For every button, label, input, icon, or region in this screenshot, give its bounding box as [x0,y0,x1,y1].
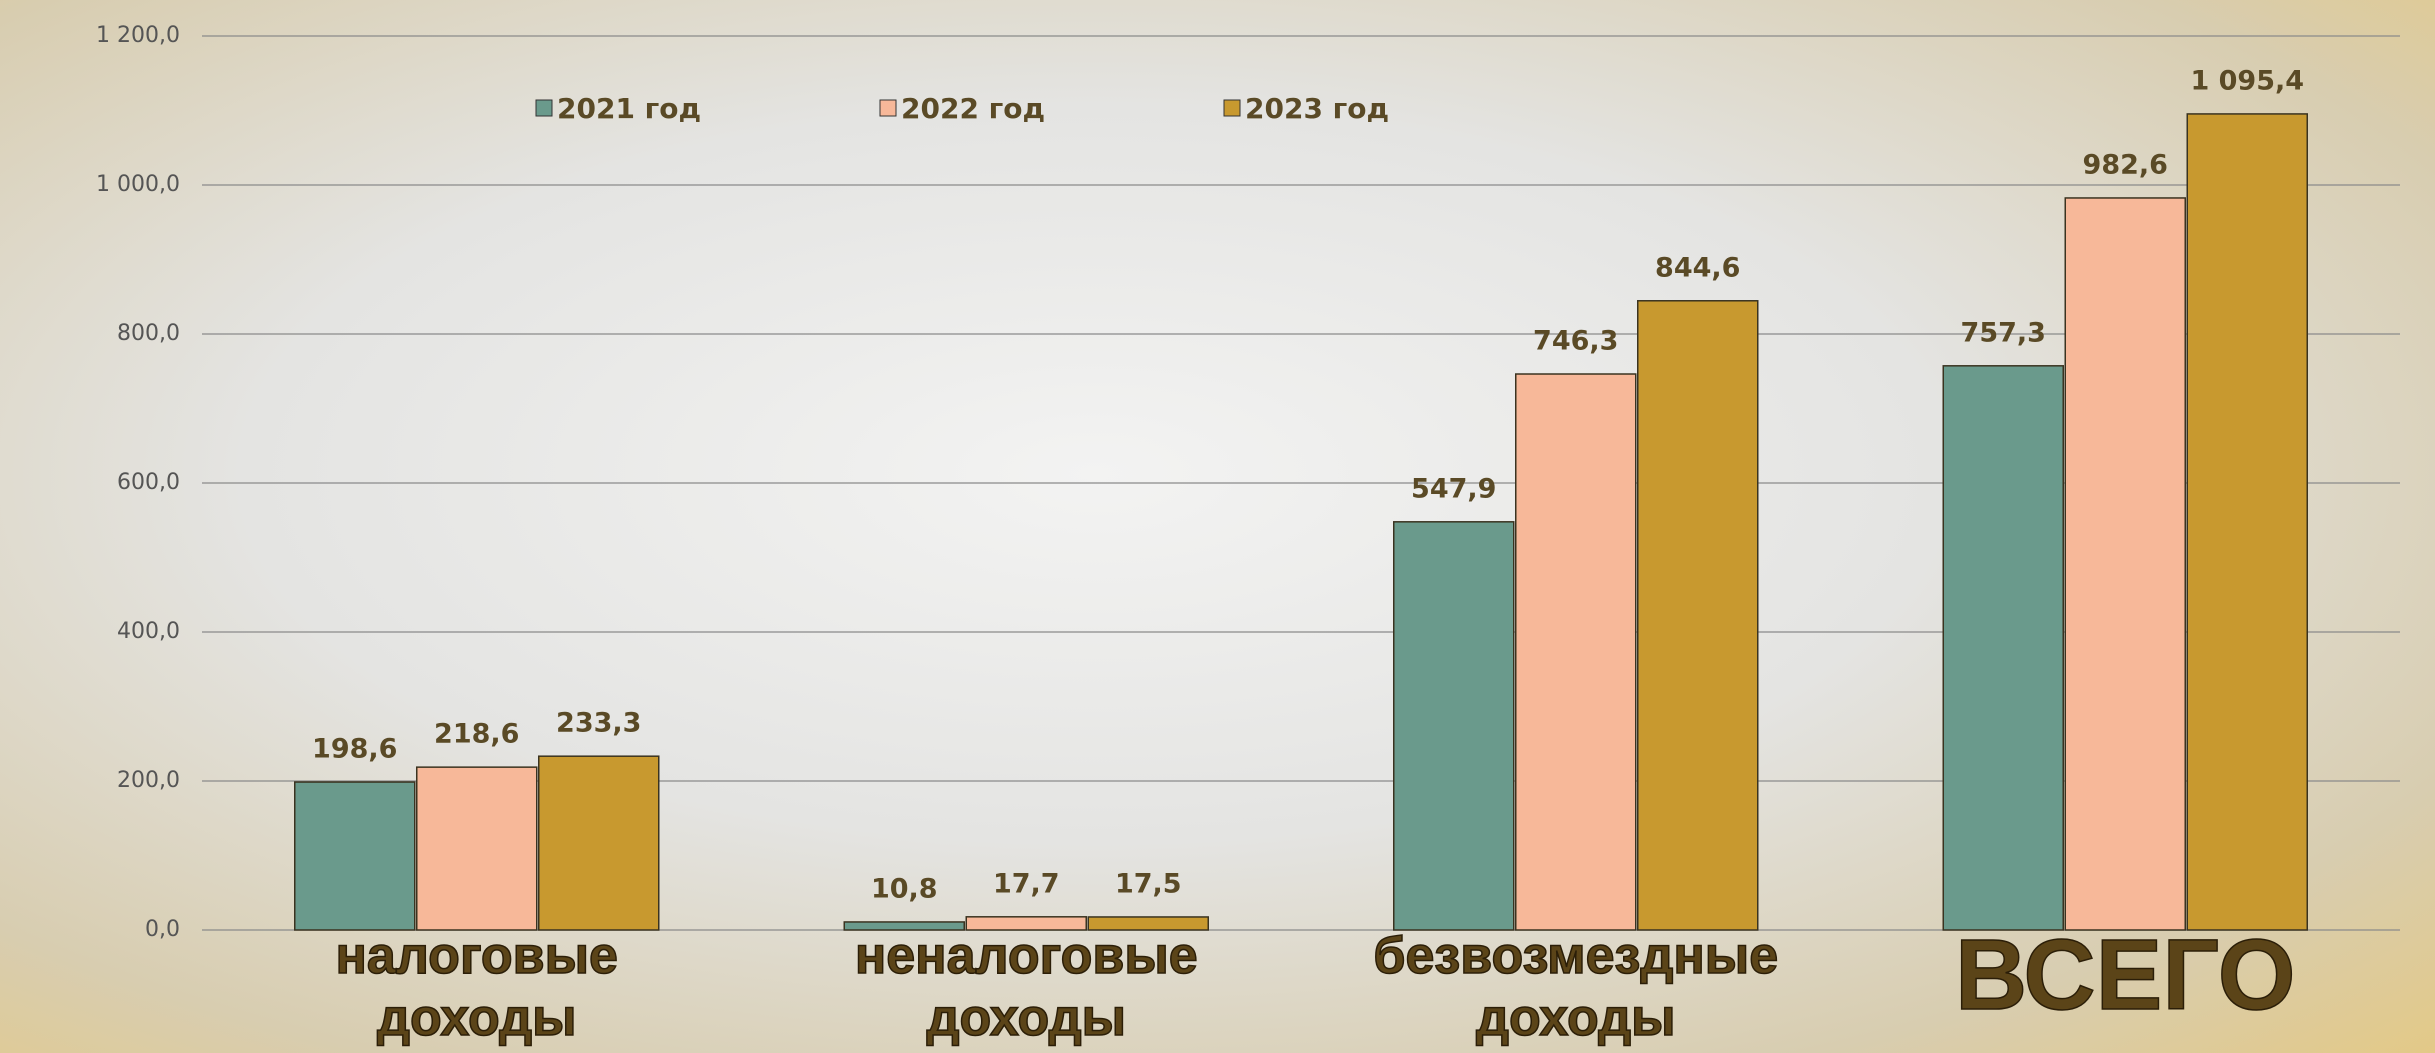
bar [416,766,538,931]
legend-swatch [1223,99,1241,117]
legend-swatch [535,99,553,117]
x-tick-label: ВСЕГО [1954,919,2296,1031]
x-tick-label: безвозмездные доходы [1373,926,1779,1048]
value-label: 198,6 [312,734,397,765]
y-tick-label: 400,0 [117,619,180,644]
bar [2064,197,2186,931]
legend-label: 2023 год [1245,92,1389,125]
bar [294,781,416,931]
value-label: 17,5 [1115,868,1182,899]
value-label: 547,9 [1411,473,1496,504]
value-label: 757,3 [1961,317,2046,348]
legend-swatch [879,99,897,117]
value-label: 10,8 [871,873,938,904]
bar [1942,365,2064,931]
legend-label: 2022 год [901,92,1045,125]
value-label: 982,6 [2083,149,2168,180]
y-tick-label: 1 000,0 [96,172,180,197]
y-tick-label: 1 200,0 [96,23,180,48]
bar [2186,113,2308,931]
x-tick-label: налоговые доходы [335,926,619,1048]
legend-label: 2021 год [557,92,701,125]
value-label: 1 095,4 [2190,65,2304,96]
bar [1515,373,1637,931]
y-tick-label: 800,0 [117,321,180,346]
value-label: 746,3 [1533,326,1618,357]
bar [843,921,965,931]
x-tick-label: неналоговые доходы [854,926,1198,1048]
value-label: 233,3 [556,708,641,739]
value-label: 218,6 [434,719,519,750]
bar [965,916,1087,931]
y-tick-label: 0,0 [145,917,180,942]
y-tick-label: 200,0 [117,768,180,793]
bar [1087,916,1209,931]
bar [1393,521,1515,931]
value-label: 17,7 [993,868,1060,899]
y-tick-label: 600,0 [117,470,180,495]
bar [1637,300,1759,931]
value-label: 844,6 [1655,252,1740,283]
bar [538,755,660,931]
